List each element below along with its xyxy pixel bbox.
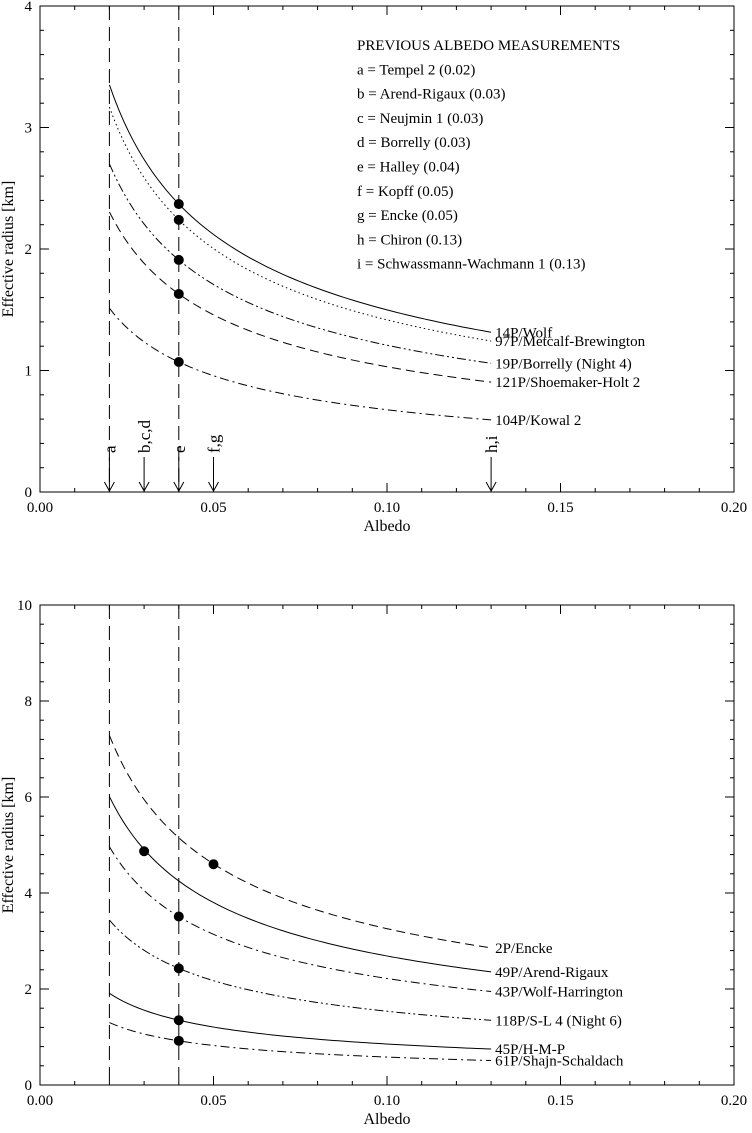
chart0-albedo-arrow-head [485, 481, 497, 493]
chart1-data-point-4 [173, 963, 184, 974]
chart0-data-point-4 [173, 288, 184, 299]
chart0-x-tick-label: 0.20 [721, 500, 747, 516]
chart1-series-label-5: 45P/H-M-P [495, 1042, 565, 1058]
chart0-legend-title: PREVIOUS ALBEDO MEASUREMENTS [357, 38, 620, 54]
chart0-legend-entry: i = Schwassmann-Wachmann 1 (0.13) [357, 257, 585, 273]
chart0-series-label-1: 14P/Wolf [495, 325, 552, 341]
chart0-albedo-arrow-label: h,i [482, 435, 501, 453]
chart1-y-tick-label: 0 [25, 1078, 33, 1094]
chart0-albedo-arrow-label: b,c,d [135, 419, 154, 453]
chart0-legend-entry: e = Halley (0.04) [357, 160, 460, 176]
chart1-data-point-5 [173, 1015, 184, 1026]
chart0-series-line-3 [108, 163, 492, 364]
chart1-y-tick-label: 8 [25, 694, 33, 710]
chart0-y-tick-label: 0 [25, 485, 33, 501]
chart0-series-line-5 [109, 307, 492, 421]
chart1-series-line-3 [108, 846, 492, 993]
chart0-x-tick-label: 0.15 [547, 500, 573, 516]
chart1-y-tick-label: 10 [17, 598, 32, 614]
chart0-y-tick-label: 4 [25, 0, 33, 15]
chart0-series-line-1 [108, 84, 492, 333]
chart0-data-point-1 [173, 199, 184, 210]
chart0-legend-entry: d = Borrelly (0.03) [357, 135, 470, 151]
chart0-legend-entry: f = Kopff (0.05) [357, 184, 454, 200]
chart0-data-point-3 [173, 254, 184, 265]
chart0-y-tick-label: 2 [25, 242, 33, 258]
chart0-x-tick-label: 0.10 [374, 500, 400, 516]
chart0-x-axis-label: Albedo [363, 518, 410, 535]
chart0-series-line-4 [108, 211, 492, 383]
chart1-series-label-4: 118P/S-L 4 (Night 6) [495, 1013, 622, 1029]
chart0-legend-entry: c = Neujmin 1 (0.03) [357, 111, 483, 127]
chart0-legend-entry: b = Arend-Rigaux (0.03) [357, 87, 505, 103]
chart0-albedo-arrow-label: e [170, 445, 189, 453]
chart0-albedo-arrow-head [208, 481, 219, 493]
chart1-data-point-6 [173, 1035, 184, 1046]
chart0-y-tick-label: 3 [25, 121, 33, 137]
chart0-data-point-2 [173, 214, 184, 225]
chart1-data-point-1 [208, 859, 219, 870]
chart1-y-tick-label: 2 [25, 982, 33, 998]
chart0-plot-frame [39, 5, 735, 493]
chart1-x-axis-label: Albedo [363, 1111, 410, 1128]
top-chart-panel: 0.00 0.05 0.10 0.15 0.20 0 1 2 3 4 Albedo Effective… [0, 0, 747, 535]
bottom-chart-panel: 0.00 0.05 0.10 0.15 0.20 0 2 4 6 8 10 Albedo Effecti… [0, 598, 747, 1128]
chart0-albedo-arrow-head [173, 481, 185, 493]
chart0-albedo-arrow-head [138, 481, 150, 493]
chart0-data-point-5 [173, 356, 184, 367]
chart0-albedo-arrow-label: f,g [205, 434, 224, 453]
chart0-series-label-3: 19P/Borrelly (Night 4) [495, 356, 632, 372]
chart0-series-label-2: 97P/Metcalf-Brewington [495, 334, 645, 350]
chart1-series-label-1: 2P/Encke [495, 941, 553, 957]
chart0-x-tick-label: 0.00 [27, 500, 53, 516]
chart0-legend-entry: h = Chiron (0.13) [357, 232, 462, 248]
chart1-series-line-5 [109, 992, 492, 1050]
chart1-x-tick-label: 0.00 [27, 1093, 53, 1109]
chart1-x-tick-label: 0.10 [374, 1093, 400, 1109]
chart1-series-line-6 [109, 1022, 492, 1061]
chart1-series-line-4 [109, 919, 492, 1021]
chart0-legend-entry: g = Encke (0.05) [357, 208, 458, 224]
chart1-x-tick-label: 0.15 [547, 1093, 573, 1109]
chart1-x-tick-label: 0.05 [200, 1093, 226, 1109]
chart0-x-tick-label: 0.05 [200, 500, 226, 516]
chart0-y-tick-label: 1 [25, 364, 33, 380]
chart0-albedo-arrow-head [103, 481, 115, 493]
chart0-series-label-5: 104P/Kowal 2 [495, 413, 581, 429]
chart1-plot-frame [39, 604, 735, 1086]
chart1-series-line-1 [108, 735, 492, 949]
chart1-y-tick-label: 6 [25, 790, 33, 806]
chart1-x-tick-label: 0.20 [721, 1093, 747, 1109]
chart1-series-label-2: 49P/Arend-Rigaux [495, 965, 609, 981]
chart0-series-label-4: 121P/Shoemaker-Holt 2 [495, 375, 640, 391]
chart1-data-point-3 [173, 911, 184, 922]
chart1-series-label-3: 43P/Wolf-Harrington [495, 985, 623, 1001]
chart1-series-label-6: 61P/Shajn-Schaldach [495, 1054, 624, 1070]
chart1-y-axis-label: Effective radius [km] [0, 777, 17, 914]
chart1-data-point-2 [139, 846, 150, 857]
chart0-legend-entry: a = Tempel 2 (0.02) [357, 62, 475, 78]
chart0-albedo-arrow-label: a [100, 445, 119, 453]
chart0-y-axis-label: Effective radius [km] [0, 181, 17, 318]
chart1-y-tick-label: 4 [25, 886, 33, 902]
chart1-series-line-2 [108, 796, 492, 973]
